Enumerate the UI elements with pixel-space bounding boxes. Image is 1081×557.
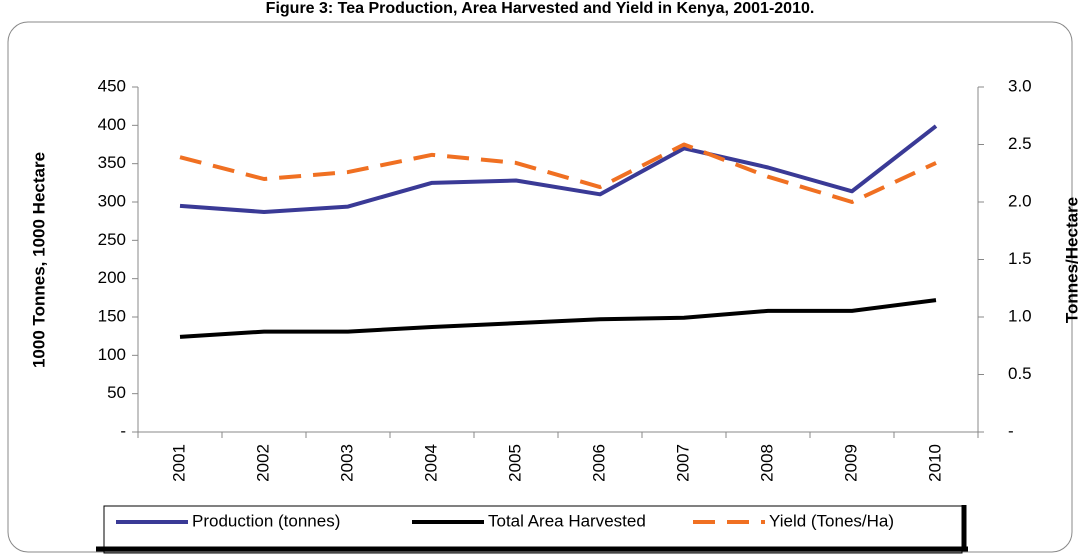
y-tick-label: 250 <box>98 230 126 249</box>
legend-label: Total Area Harvested <box>488 511 646 530</box>
legend-label: Production (tonnes) <box>192 511 340 530</box>
y2-axis-label: Tonnes/Hectare <box>1062 197 1081 323</box>
x-tick-label: 2006 <box>589 444 608 482</box>
x-tick-label: 2003 <box>337 444 356 482</box>
y-tick-label: 350 <box>98 153 126 172</box>
y-tick-label: 200 <box>98 268 126 287</box>
y2-tick-label: - <box>1008 421 1014 440</box>
chart-title: Figure 3: Tea Production, Area Harvested… <box>266 0 815 17</box>
y-tick-label: 150 <box>98 306 126 325</box>
x-tick-label: 2008 <box>757 444 776 482</box>
x-tick-label: 2007 <box>673 444 692 482</box>
y-tick-label: 450 <box>98 76 126 95</box>
y2-tick-label: 2.0 <box>1008 191 1032 210</box>
series-line <box>179 142 937 204</box>
chart-frame <box>7 21 1073 553</box>
y-tick-label: 100 <box>98 345 126 364</box>
x-tick-label: 2010 <box>925 444 944 482</box>
y-tick-label: - <box>120 421 126 440</box>
y2-tick-label: 3.0 <box>1008 76 1032 95</box>
legend-label: Yield (Tones/Ha) <box>769 511 894 530</box>
series-line <box>179 298 937 339</box>
y-tick-label: 50 <box>107 383 126 402</box>
y2-tick-label: 2.5 <box>1008 134 1032 153</box>
x-tick-label: 2002 <box>253 444 272 482</box>
x-tick-label: 2009 <box>841 444 860 482</box>
y2-tick-label: 1.0 <box>1008 306 1032 325</box>
x-tick-label: 2001 <box>169 444 188 482</box>
y-tick-label: 300 <box>98 191 126 210</box>
series-line <box>179 124 938 214</box>
y-tick-label: 400 <box>98 115 126 134</box>
y2-tick-label: 0.5 <box>1008 364 1032 383</box>
x-tick-label: 2005 <box>505 444 524 482</box>
x-tick-label: 2004 <box>421 444 440 482</box>
y2-tick-label: 1.5 <box>1008 249 1032 268</box>
y-axis-label: 1000 Tonnes, 1000 Hectare <box>29 152 48 368</box>
